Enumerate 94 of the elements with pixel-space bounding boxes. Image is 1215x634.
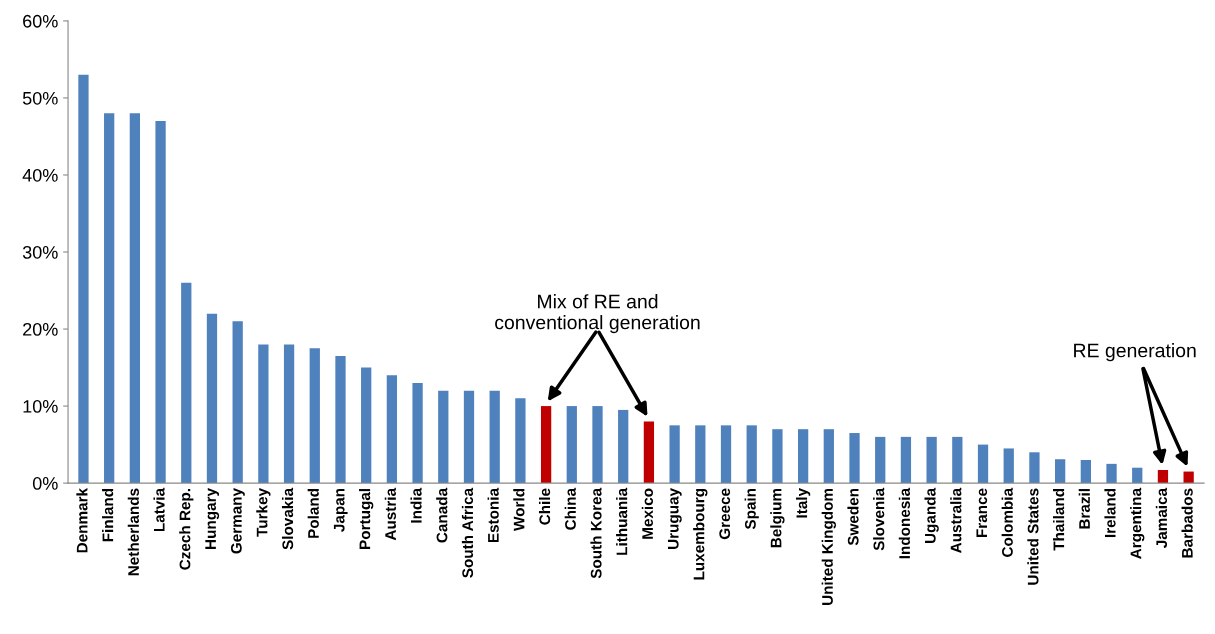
bar xyxy=(669,425,680,484)
x-tick-label: Belgium xyxy=(770,488,785,548)
y-tick-label: 40% xyxy=(22,168,58,182)
bar xyxy=(695,425,706,484)
bar xyxy=(720,425,732,484)
bar xyxy=(566,406,577,484)
x-tick-label: Czech Rep. xyxy=(179,489,194,570)
bar xyxy=(181,282,192,484)
y-tick-label: 50% xyxy=(22,91,58,105)
bar xyxy=(797,429,809,484)
y-tick-label: 10% xyxy=(23,400,58,413)
x-tick-label: Argentina xyxy=(1130,487,1145,559)
x-tick-label: South Korea xyxy=(590,487,602,579)
bar xyxy=(129,113,141,484)
bar xyxy=(489,390,500,484)
bar xyxy=(258,344,269,484)
x-tick-label: Mexico xyxy=(641,488,653,539)
bar xyxy=(592,406,603,484)
x-tick-label: South Africa xyxy=(461,487,474,578)
y-tick-label: 0% xyxy=(32,477,58,490)
x-tick-label: Spain xyxy=(744,488,759,530)
x-tick-label: Estonia xyxy=(487,487,499,543)
bar xyxy=(540,406,552,484)
x-tick-label: Australia xyxy=(950,487,962,553)
bar xyxy=(206,313,218,484)
x-tick-label: China xyxy=(564,487,576,530)
annotation: RE generation xyxy=(1074,343,1196,362)
bar xyxy=(823,429,834,484)
x-tick-label: Turkey xyxy=(256,488,271,537)
bar xyxy=(412,382,423,484)
x-tick-label: Greece xyxy=(719,488,731,540)
bar xyxy=(283,344,295,484)
x-tick-label: Denmark xyxy=(76,487,88,553)
bar xyxy=(849,433,860,484)
x-tick-label: Hungary xyxy=(205,488,220,549)
x-tick-label: United States xyxy=(1027,488,1039,585)
bar xyxy=(361,367,372,484)
annotation: Mix of RE and conventional generation xyxy=(495,294,700,334)
bar xyxy=(78,74,89,484)
x-tick-label: Uganda xyxy=(924,487,939,544)
x-tick-label: Colombia xyxy=(1001,487,1013,557)
x-tick-label: Netherlands xyxy=(127,488,139,576)
x-tick-label: Japan xyxy=(333,488,348,532)
bar xyxy=(515,398,526,484)
x-tick-label: Chile xyxy=(538,488,551,525)
y-tick-label: 20% xyxy=(23,322,58,336)
bar xyxy=(618,409,629,484)
x-tick-label: Jamaica xyxy=(1155,487,1168,549)
bar xyxy=(875,436,886,484)
x-tick-label: Slovakia xyxy=(281,487,294,550)
x-tick-label: France xyxy=(976,488,988,538)
bar xyxy=(1003,448,1014,484)
x-tick-label: Germany xyxy=(230,488,245,554)
x-tick-label: Lithuania xyxy=(616,487,628,555)
x-tick-label: Finland xyxy=(102,488,114,542)
bar xyxy=(335,356,346,484)
bar xyxy=(1029,452,1040,484)
x-tick-label: Portugal xyxy=(359,489,374,549)
bar xyxy=(1106,463,1117,484)
bar xyxy=(104,113,115,484)
bar xyxy=(1080,460,1091,484)
x-tick-label: Italy xyxy=(795,488,811,518)
x-tick-label: Brazil xyxy=(1078,489,1090,529)
y-tick-label: 30% xyxy=(22,245,58,259)
bar xyxy=(952,436,963,484)
x-tick-label: Indonesia xyxy=(898,487,911,559)
x-tick-label: Slovenia xyxy=(873,487,885,551)
x-tick-label: India xyxy=(410,487,422,523)
y-tick-label: 60% xyxy=(23,14,58,28)
bar xyxy=(155,121,166,484)
bar xyxy=(977,444,989,484)
x-tick-label: Ireland xyxy=(1104,488,1116,538)
bar xyxy=(746,425,757,484)
bar xyxy=(438,390,449,484)
bar xyxy=(386,375,398,484)
x-tick-label: Luxembourg xyxy=(693,488,708,580)
bar xyxy=(463,390,475,484)
x-tick-label: World xyxy=(513,488,525,531)
x-tick-label: Latvia xyxy=(153,487,165,532)
x-tick-label: Uruguay xyxy=(667,488,682,550)
x-tick-label: Thailand xyxy=(1053,488,1065,551)
x-tick-label: Barbados xyxy=(1181,488,1193,558)
x-tick-label: Poland xyxy=(307,488,319,538)
bar xyxy=(232,321,243,484)
x-tick-label: Austria xyxy=(384,487,396,541)
x-tick-label: Sweden xyxy=(847,488,859,546)
bar xyxy=(900,436,912,484)
bar xyxy=(643,421,655,484)
bar xyxy=(926,436,937,484)
bar xyxy=(1054,459,1066,484)
bar xyxy=(309,348,320,484)
x-tick-label: United Kingdom xyxy=(821,488,836,606)
bar xyxy=(772,429,783,484)
x-tick-label: Canada xyxy=(436,487,448,543)
